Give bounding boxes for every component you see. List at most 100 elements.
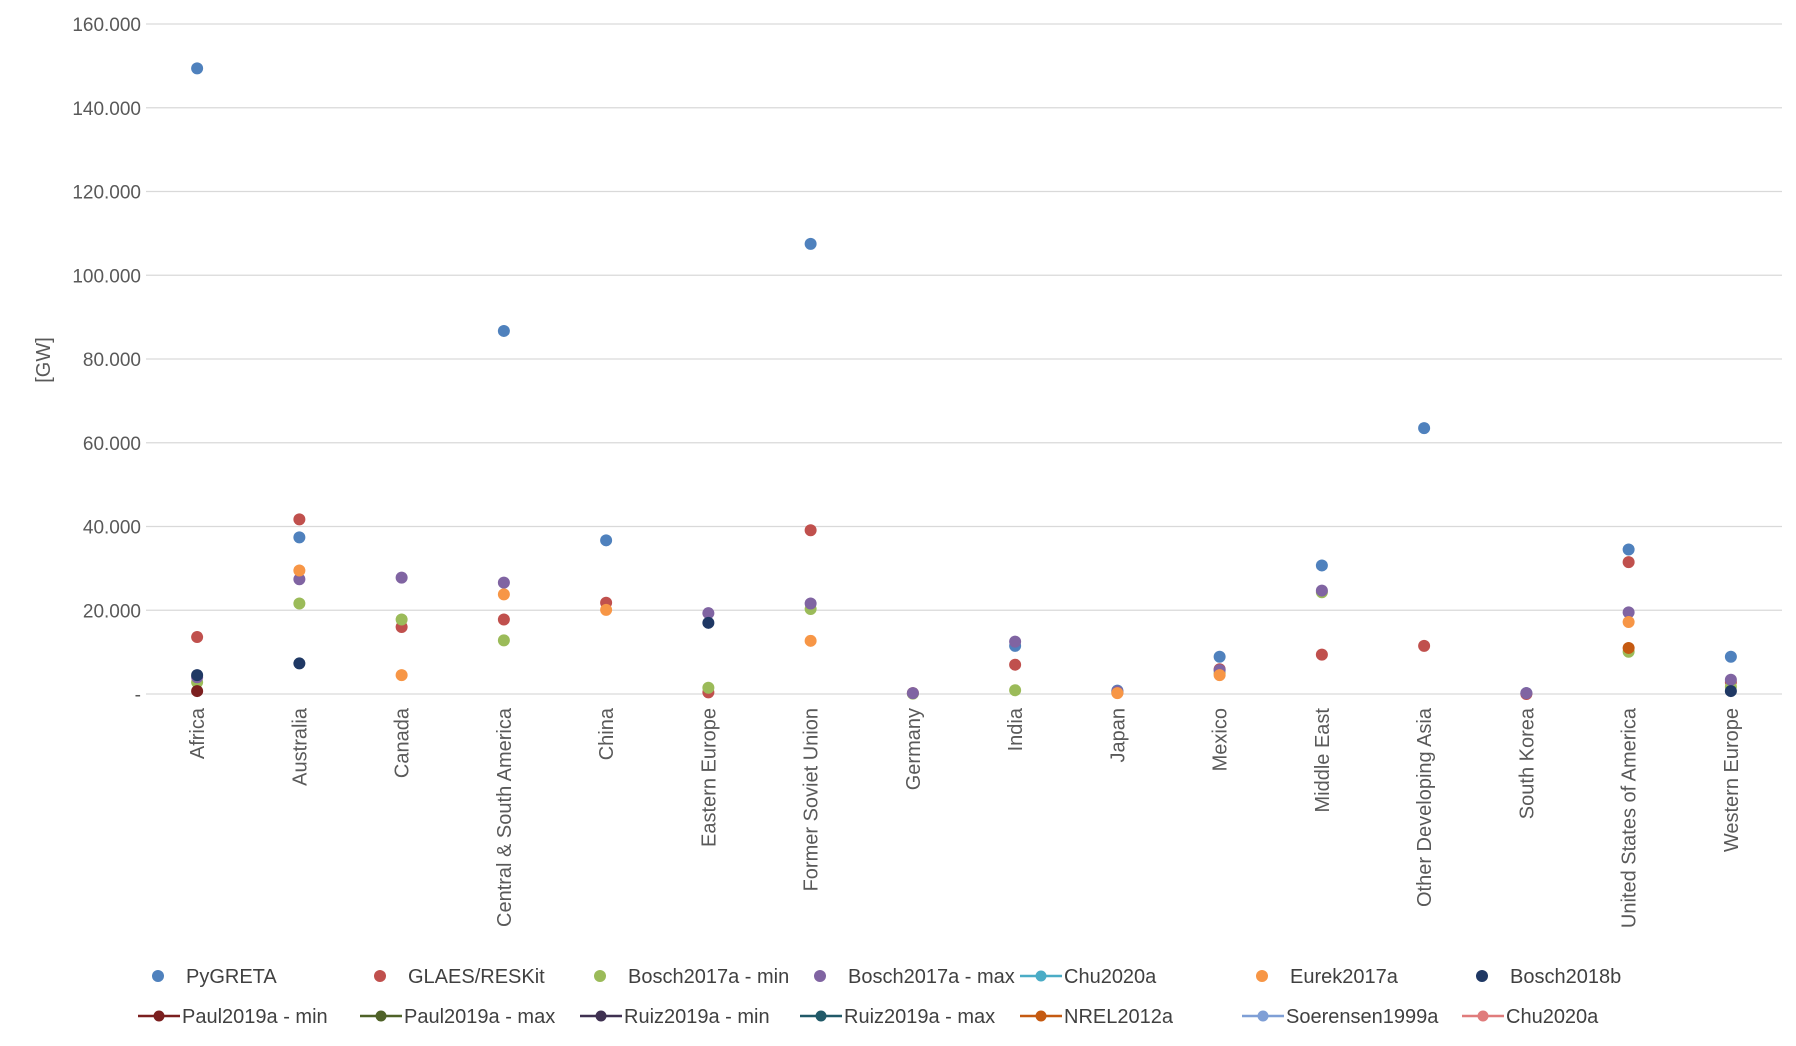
legend-swatch [374,970,386,982]
data-point [191,685,204,698]
legend-label: Chu2020a [1064,966,1157,988]
data-point [1724,685,1737,698]
legend-label: NREL2012a [1064,1006,1174,1028]
x-tick-label: United States of America [1619,707,1641,928]
data-point [1213,669,1226,682]
data-point [702,616,715,629]
data-point [804,524,817,537]
data-point [1724,673,1737,686]
y-axis-label: [GW] [33,337,55,383]
data-point [906,687,919,700]
legend-label: Eurek2017a [1290,966,1399,988]
data-point [1009,658,1022,671]
data-point [497,634,510,647]
data-point [804,237,817,250]
legend-item: Bosch2018b [1476,966,1621,988]
x-tick-label: Germany [903,708,925,790]
data-point [1315,584,1328,597]
data-point [293,531,306,544]
data-point [191,669,204,682]
legend-swatch [1256,970,1268,982]
data-point [1418,422,1431,435]
x-tick-label: Canada [392,707,414,778]
x-tick-label: Other Developing Asia [1414,707,1436,907]
legend: PyGRETA GLAES/RESKit Bosch2017a - min Bosch… [138,966,1621,1028]
legend-label: Chu2020a [1506,1006,1599,1028]
legend-swatch [375,1010,387,1022]
data-point [1520,687,1533,700]
x-tick-label: China [596,707,618,760]
data-point [497,613,510,626]
legend-item: Soerensen1999a [1242,1006,1439,1028]
legend-item: PyGRETA [152,966,277,988]
y-axis-ticks: - 20.000 40.000 60.000 80.000 100.000 120.000 1… [72,15,141,706]
data-point [497,576,510,589]
legend-item: Chu2020a [1462,1006,1599,1028]
data-point [191,62,204,75]
legend-label: Ruiz2019a - max [844,1006,995,1028]
data-point [293,657,306,670]
legend-item: Ruiz2019a - min [580,1006,770,1028]
legend-swatch [595,1010,607,1022]
x-tick-label: Eastern Europe [698,708,720,847]
data-point [804,597,817,610]
legend-item: Chu2020a [1020,966,1157,988]
x-tick-label: Middle East [1312,708,1334,813]
x-tick-label: Australia [289,707,311,786]
data-point [395,571,408,584]
data-point [1622,543,1635,556]
legend-label: Paul2019a - max [404,1006,555,1028]
legend-swatch [1257,1010,1269,1022]
data-point [600,534,613,547]
data-point [497,324,510,337]
legend-label: Soerensen1999a [1286,1006,1439,1028]
legend-item: Eurek2017a [1256,966,1399,988]
y-tick-label: 60.000 [83,434,141,455]
x-tick-label: Former Soviet Union [801,708,823,891]
legend-item: Ruiz2019a - max [800,1006,995,1028]
legend-label: PyGRETA [186,966,277,988]
y-tick-label: 120.000 [72,183,141,204]
x-tick-label: India [1005,707,1027,751]
data-point [804,634,817,647]
data-point [1622,641,1635,654]
legend-label: Bosch2017a - max [848,966,1015,988]
y-tick-label: - [135,685,141,706]
legend-swatch [153,1010,165,1022]
x-tick-label: Central & South America [494,707,516,927]
data-point [600,603,613,616]
data-point [1009,684,1022,697]
data-point [293,573,306,586]
data-point [293,564,306,577]
legend-swatch [152,970,164,982]
data-point [497,588,510,601]
data-point [1622,606,1635,619]
x-axis-ticks: Africa Australia Canada Central & South Ame… [187,707,1743,928]
legend-label: Bosch2017a - min [628,966,789,988]
data-point [1213,650,1226,663]
legend-label: Paul2019a - min [182,1006,328,1028]
legend-swatch [1035,970,1047,982]
data-point [1418,639,1431,652]
y-tick-label: 40.000 [83,518,141,539]
data-point [1315,648,1328,661]
x-tick-label: South Korea [1516,707,1538,819]
legend-item: Paul2019a - min [138,1006,328,1028]
data-point [1724,650,1737,663]
legend-item: NREL2012a [1020,1006,1174,1028]
data-point [1009,635,1022,648]
legend-swatch [594,970,606,982]
legend-swatch [1035,1010,1047,1022]
x-tick-label: Mexico [1210,708,1232,771]
legend-label: Bosch2018b [1510,966,1621,988]
y-tick-label: 160.000 [72,15,141,36]
data-point [1111,687,1124,700]
x-tick-label: Japan [1107,708,1129,763]
y-tick-label: 100.000 [72,266,141,287]
legend-swatch [815,1010,827,1022]
legend-swatch [1476,970,1488,982]
data-point [395,669,408,682]
legend-item: Bosch2017a - min [594,966,789,988]
legend-swatch [814,970,826,982]
